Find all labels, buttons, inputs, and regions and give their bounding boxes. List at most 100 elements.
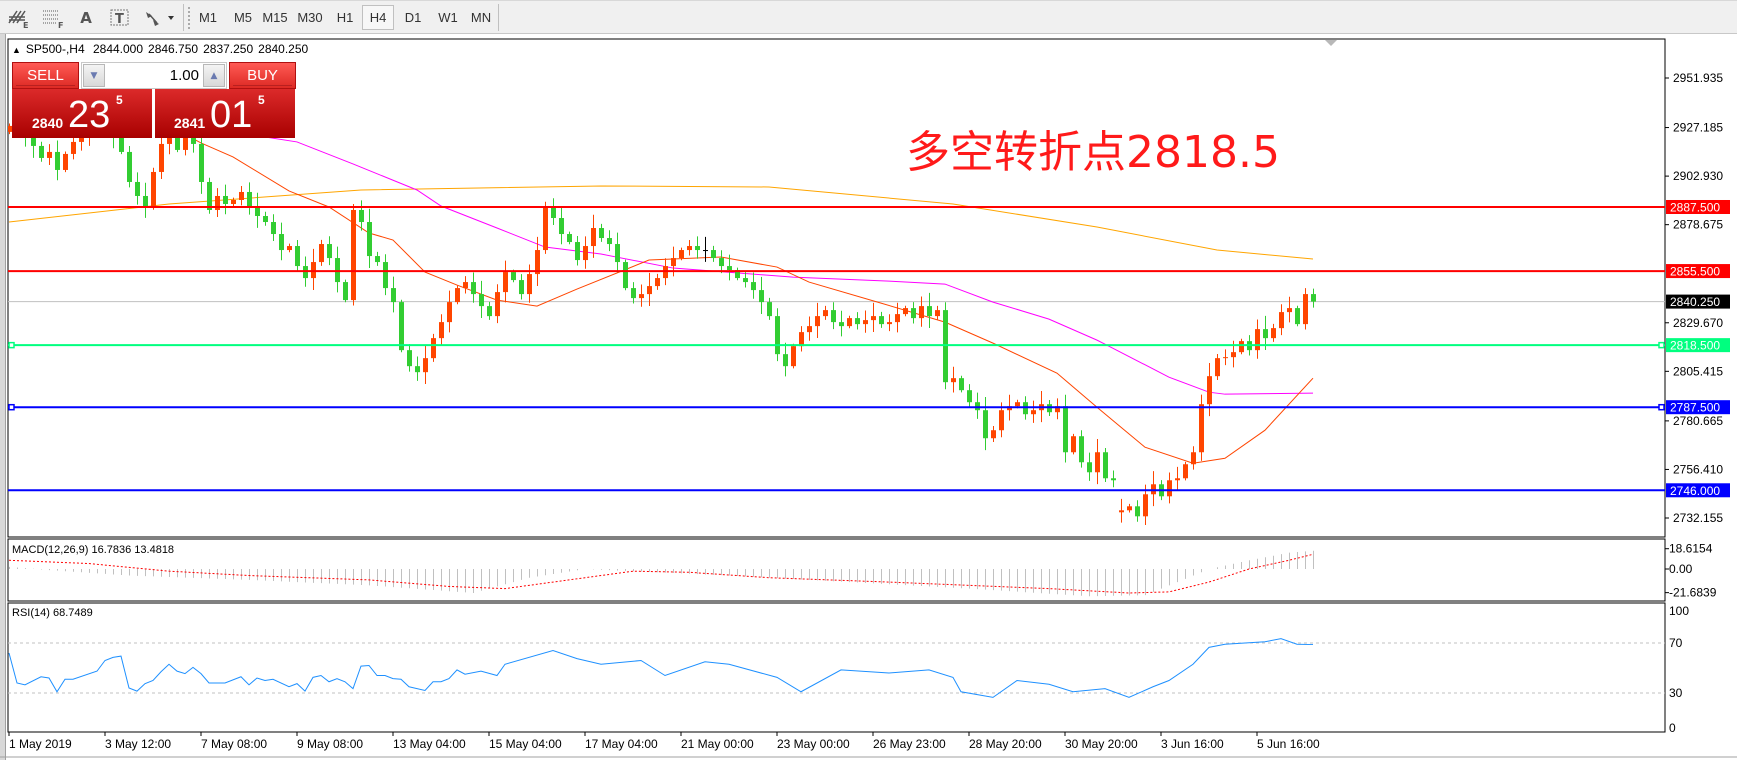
candle: [471, 272, 476, 303]
line-handle-icon: [1658, 341, 1665, 349]
candle-body: [1055, 406, 1060, 413]
lot-increase-button[interactable]: ▲: [203, 64, 225, 87]
timeframe-mn[interactable]: MN: [470, 10, 492, 25]
candle: [415, 356, 420, 381]
candle: [1055, 398, 1060, 420]
candle: [623, 259, 628, 291]
candle-body: [967, 390, 972, 403]
candle: [119, 135, 124, 155]
x-axis-label: 3 Jun 16:00: [1161, 737, 1224, 751]
candle-body: [839, 322, 844, 327]
candle-body: [71, 141, 76, 154]
fibonacci-fan-button[interactable]: F: [40, 5, 66, 30]
sell-price-main: 23: [68, 94, 111, 136]
candle-body: [1143, 494, 1148, 517]
candle-body: [543, 205, 548, 251]
fibonacci-expansion-button[interactable]: E: [6, 5, 32, 30]
candle-body: [447, 302, 452, 323]
candle-body: [439, 322, 444, 339]
candle: [903, 305, 908, 317]
candle: [823, 305, 828, 320]
candle: [895, 302, 900, 333]
timeframe-m1[interactable]: M1: [198, 10, 218, 25]
candle: [359, 200, 364, 231]
candle: [967, 384, 972, 408]
lot-decrease-button[interactable]: ▼: [83, 64, 105, 87]
candle-body: [1031, 410, 1036, 415]
candle-body: [719, 258, 724, 267]
candle: [647, 272, 652, 306]
line-handle-icon: [8, 341, 15, 349]
candle-body: [199, 143, 204, 182]
candle: [1287, 296, 1292, 323]
candle: [687, 240, 692, 256]
candle: [399, 299, 404, 353]
candle: [455, 285, 460, 305]
candle-body: [303, 266, 308, 279]
macd-label: MACD(12,26,9) 16.7836 13.4818: [12, 544, 175, 556]
candle-body: [687, 246, 692, 251]
candle-body: [143, 195, 148, 206]
candle: [631, 282, 636, 304]
candle-body: [335, 258, 340, 283]
candle-body: [119, 137, 124, 152]
candle: [863, 310, 868, 333]
candle-body: [351, 210, 356, 301]
timeframe-w1[interactable]: W1: [438, 10, 458, 25]
lot-input[interactable]: 1.00: [169, 67, 199, 84]
candle: [431, 333, 436, 362]
rsi-line: [8, 638, 1314, 698]
timeframe-h1[interactable]: H1: [336, 10, 354, 25]
candle-body: [423, 358, 428, 373]
candle: [767, 297, 772, 320]
candle-body: [1111, 478, 1116, 481]
candle: [1199, 394, 1204, 461]
candle-body: [1279, 312, 1284, 329]
chart-annotation-text[interactable]: 多空转折点2818.5: [906, 127, 1280, 178]
buy-price-sup: 5: [258, 93, 265, 107]
timeframe-d1[interactable]: D1: [404, 10, 422, 25]
text-icon: A: [80, 8, 92, 27]
candle-body: [615, 244, 620, 263]
candle-body: [215, 195, 220, 211]
buy-button[interactable]: BUY: [229, 62, 296, 89]
candle-body: [1127, 506, 1132, 511]
candle: [335, 246, 340, 293]
arrows-dropdown-button[interactable]: [143, 5, 179, 30]
text-label-button[interactable]: T: [108, 5, 132, 30]
candle-body: [743, 278, 748, 283]
level-price-label: 2746.000: [1670, 484, 1720, 498]
candle: [1095, 439, 1100, 485]
x-axis-label: 9 May 08:00: [297, 737, 363, 751]
sell-price-big: 2840: [32, 115, 64, 131]
candle-body: [1023, 402, 1028, 415]
candle: [327, 236, 332, 266]
candle: [655, 273, 660, 290]
candle-body: [1263, 329, 1268, 339]
timeframe-m15[interactable]: M15: [262, 10, 288, 25]
candle: [583, 236, 588, 269]
candle-body: [831, 310, 836, 323]
candle-body: [1287, 308, 1292, 313]
candle: [575, 236, 580, 266]
candle: [215, 188, 220, 218]
level-price-label-bg: [1666, 338, 1730, 353]
x-axis-label: 3 May 12:00: [105, 737, 171, 751]
x-axis-label: 15 May 04:00: [489, 737, 562, 751]
candle-body: [567, 234, 572, 243]
buy-price-box[interactable]: 2841 01 5: [155, 89, 295, 138]
candle: [975, 392, 980, 419]
candle: [143, 182, 148, 218]
candle-body: [1271, 328, 1276, 339]
lot-stepper[interactable]: ▼ 1.00 ▲: [81, 62, 227, 89]
sell-button[interactable]: SELL: [12, 62, 79, 89]
candle-body: [1311, 294, 1316, 302]
candle: [831, 302, 836, 330]
sell-price-box[interactable]: 2840 23 5: [12, 89, 152, 138]
text-tool-button[interactable]: A: [75, 5, 97, 30]
timeframe-m5[interactable]: M5: [233, 10, 253, 25]
timeframe-h4[interactable]: H4: [362, 5, 394, 30]
candle-body: [63, 153, 68, 170]
timeframe-m30[interactable]: M30: [297, 10, 323, 25]
